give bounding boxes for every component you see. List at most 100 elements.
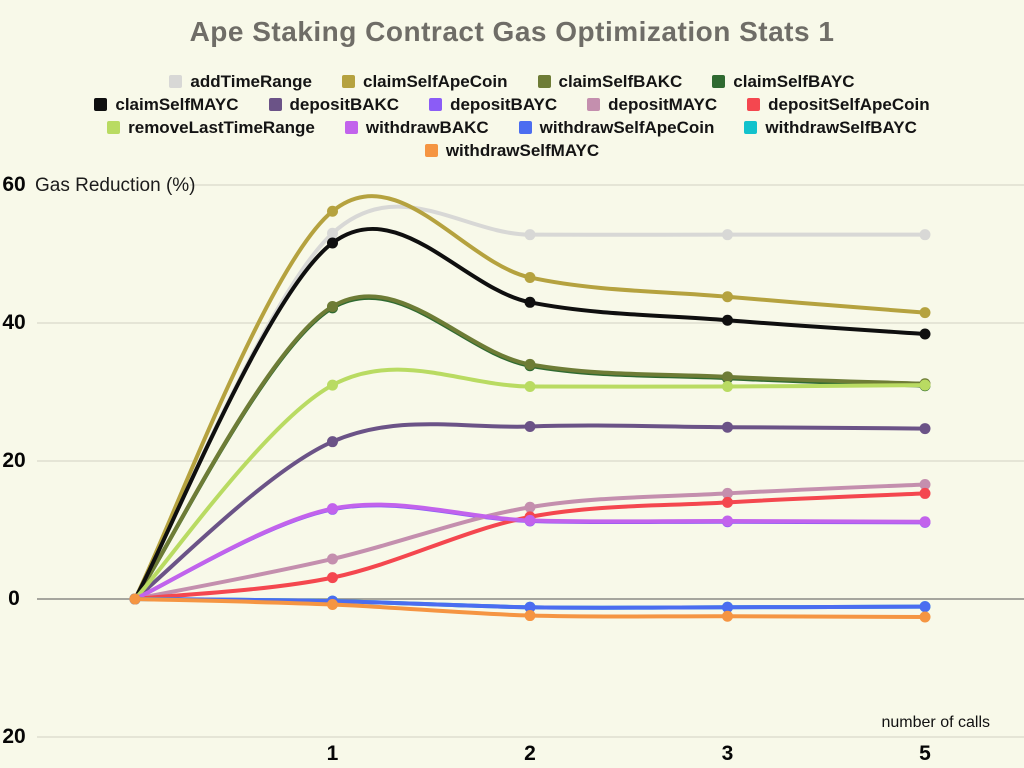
data-point-claimSelfApeCoin xyxy=(722,291,733,303)
data-point-removeLastTimeRange xyxy=(722,380,733,392)
series-line-claimSelfMAYC xyxy=(133,227,927,601)
legend-item-removeLastTimeRange: removeLastTimeRange xyxy=(107,118,315,138)
data-point-claimSelfBAKC xyxy=(919,378,931,390)
data-point-withdrawSelfMAYC xyxy=(722,610,733,622)
data-point-withdrawSelfBAYC xyxy=(524,601,536,613)
data-point-removeLastTimeRange xyxy=(129,593,141,605)
data-point-claimSelfMAYC xyxy=(722,314,733,326)
data-point-withdrawSelfBAYC xyxy=(722,601,733,613)
legend-label: depositMAYC xyxy=(608,94,718,114)
legend-item-withdrawSelfBAYC: withdrawSelfBAYC xyxy=(744,118,917,138)
data-point-withdrawBAKC xyxy=(722,515,733,527)
data-point-depositSelfApeCoin xyxy=(919,487,931,499)
legend-swatch-icon xyxy=(744,121,758,134)
data-point-withdrawSelfMAYC xyxy=(524,610,536,622)
legend-swatch-icon xyxy=(94,98,108,111)
data-point-depositBAKC xyxy=(524,421,536,432)
legend-label: depositBAYC xyxy=(450,94,558,114)
data-point-depositMAYC xyxy=(919,478,931,490)
data-point-depositSelfApeCoin xyxy=(524,511,536,523)
legend-label: claimSelfApeCoin xyxy=(362,71,508,91)
series-line-claimSelfApeCoin xyxy=(133,194,927,601)
legend-swatch-icon xyxy=(712,75,726,88)
data-point-depositBAKC xyxy=(327,436,338,448)
legend-label: withdrawSelfMAYC xyxy=(445,140,600,160)
legend-item-withdrawSelfMAYC: withdrawSelfMAYC xyxy=(424,140,600,161)
data-point-addTimeRange xyxy=(722,229,733,241)
x-tick-label: 3 xyxy=(721,742,734,765)
data-point-depositBAYC xyxy=(919,516,931,528)
legend-item-addTimeRange: addTimeRange xyxy=(169,72,312,92)
data-point-addTimeRange xyxy=(919,229,931,241)
x-tick-label: 2 xyxy=(524,742,536,765)
legend-label: addTimeRange xyxy=(190,71,312,91)
legend-swatch-icon xyxy=(429,98,443,111)
legend-swatch-icon xyxy=(344,121,358,134)
y-tick-label: 60 xyxy=(2,173,26,196)
data-point-withdrawSelfApeCoin xyxy=(524,601,536,613)
data-point-withdrawSelfBAYC xyxy=(327,595,338,607)
legend-swatch-icon xyxy=(107,121,121,134)
series-line-claimSelfBAKC xyxy=(133,294,927,601)
data-point-depositBAKC xyxy=(722,421,733,433)
legend-row: removeLastTimeRange withdrawBAKC withdrawS… xyxy=(0,116,1024,139)
legend-item-claimSelfApeCoin: claimSelfApeCoin xyxy=(341,71,508,92)
data-point-claimSelfMAYC xyxy=(129,593,141,605)
data-point-withdrawSelfBAYC xyxy=(919,601,931,613)
series-line-claimSelfBAYC xyxy=(133,295,927,601)
data-point-addTimeRange xyxy=(129,593,141,605)
legend-row: withdrawSelfMAYC xyxy=(0,139,1024,162)
data-point-withdrawSelfApeCoin xyxy=(919,601,931,613)
data-point-depositBAYC xyxy=(129,593,141,605)
legend-item-depositSelfApeCoin: depositSelfApeCoin xyxy=(747,95,930,115)
data-point-addTimeRange xyxy=(524,229,536,241)
data-point-withdrawSelfMAYC xyxy=(129,593,141,605)
series-line-withdrawBAKC xyxy=(133,502,927,601)
data-point-claimSelfApeCoin xyxy=(129,593,141,605)
data-point-depositBAKC xyxy=(919,423,931,435)
data-point-claimSelfApeCoin xyxy=(919,307,931,319)
y-tick-label: 20 xyxy=(2,725,26,748)
x-tick-label: 1 xyxy=(326,742,339,765)
data-point-withdrawSelfMAYC xyxy=(327,599,338,611)
data-point-depositBAYC xyxy=(722,516,733,528)
data-point-claimSelfMAYC xyxy=(327,237,338,249)
data-point-claimSelfBAKC xyxy=(129,593,141,605)
data-point-depositBAYC xyxy=(327,503,338,515)
data-point-depositBAKC xyxy=(129,593,141,605)
legend-label: claimSelfMAYC xyxy=(115,94,239,114)
x-tick-label: 5 xyxy=(919,742,931,765)
data-point-claimSelfBAKC xyxy=(524,358,536,370)
data-point-removeLastTimeRange xyxy=(919,379,931,391)
data-point-removeLastTimeRange xyxy=(524,380,536,392)
data-point-claimSelfMAYC xyxy=(919,328,931,340)
data-point-depositSelfApeCoin xyxy=(722,496,733,508)
data-point-withdrawBAKC xyxy=(524,514,536,526)
data-point-depositSelfApeCoin xyxy=(129,593,141,605)
legend-item-claimSelfBAKC: claimSelfBAKC xyxy=(537,71,683,92)
series-line-removeLastTimeRange xyxy=(133,367,927,601)
legend-swatch-icon xyxy=(341,75,355,88)
legend-item-depositMAYC: depositMAYC xyxy=(587,95,717,115)
legend-label: claimSelfBAYC xyxy=(733,71,855,91)
data-point-withdrawSelfApeCoin xyxy=(722,601,733,613)
legend-swatch-icon xyxy=(424,144,438,157)
legend-row: addTimeRange claimSelfApeCoin claimSelfBAK… xyxy=(0,70,1024,93)
legend-swatch-icon xyxy=(268,98,282,111)
legend-item-withdrawBAKC: withdrawBAKC xyxy=(344,117,489,138)
legend-label: claimSelfBAKC xyxy=(558,71,683,91)
data-point-claimSelfApeCoin xyxy=(524,271,536,283)
legend-label: withdrawBAKC xyxy=(365,117,489,137)
data-point-withdrawSelfApeCoin xyxy=(327,595,338,607)
data-point-depositBAYC xyxy=(524,515,536,527)
legend-item-claimSelfBAYC: claimSelfBAYC xyxy=(712,71,855,92)
legend-item-claimSelfMAYC: claimSelfMAYC xyxy=(94,94,239,115)
data-point-claimSelfBAKC xyxy=(722,371,733,383)
data-point-depositMAYC xyxy=(524,501,536,513)
data-point-withdrawBAKC xyxy=(919,516,931,528)
legend-swatch-icon xyxy=(169,75,183,88)
legend-label: withdrawSelfApeCoin xyxy=(539,117,715,137)
data-point-withdrawBAKC xyxy=(327,503,338,515)
data-point-claimSelfBAYC xyxy=(919,380,931,392)
